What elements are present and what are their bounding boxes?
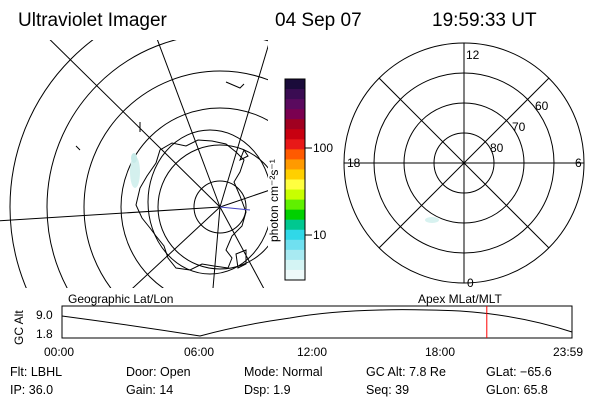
altitude-timeline[interactable]: Geographic Lat/Lon Apex MLat/MLT GC Alt … bbox=[12, 292, 583, 359]
timeline-right-title: Apex MLat/MLT bbox=[418, 292, 502, 306]
instrument-title: Ultraviolet Imager bbox=[18, 10, 168, 31]
seq-value: Seq: 39 bbox=[366, 383, 409, 397]
mlat-label-70: 70 bbox=[512, 120, 526, 134]
timeline-frame bbox=[61, 305, 573, 339]
colorbar-cell bbox=[285, 189, 305, 201]
longitude-line bbox=[0, 206, 221, 222]
colorbar-cell bbox=[285, 249, 305, 261]
colorbar-cell bbox=[285, 259, 305, 271]
gc-alt-value: GC Alt: 7.8 Re bbox=[366, 365, 446, 379]
aurora-emission bbox=[425, 217, 439, 223]
sun-meridian bbox=[219, 206, 251, 211]
latitude-circle bbox=[9, 40, 94, 288]
x-tick-label: 18:00 bbox=[425, 345, 455, 359]
glat-value: GLat: −65.6 bbox=[486, 365, 552, 379]
glon-value: GLon: 65.8 bbox=[486, 383, 548, 397]
time-label: 19:59:33 UT bbox=[432, 10, 537, 31]
colorbar-cell bbox=[285, 89, 305, 100]
imager-fov-ellipse bbox=[147, 129, 268, 275]
aurora-emission bbox=[130, 156, 140, 188]
colorbar-gradient bbox=[285, 79, 305, 281]
colorbar-frame bbox=[284, 78, 306, 281]
longitude-line bbox=[156, 40, 221, 208]
y-tick-label: 1.8 bbox=[36, 327, 53, 341]
longitude-line bbox=[212, 206, 221, 288]
latitude-circle bbox=[46, 40, 268, 288]
colorbar: 100 10 photon cm⁻²s⁻¹ bbox=[267, 78, 333, 281]
longitude-line bbox=[132, 206, 221, 288]
longitude-line bbox=[219, 206, 265, 288]
y-axis-label: GC Alt bbox=[12, 310, 26, 345]
colorbar-cell bbox=[285, 99, 305, 110]
polar-plot[interactable] bbox=[343, 42, 585, 284]
colorbar-cell bbox=[285, 269, 305, 281]
latitude-circle bbox=[157, 144, 268, 270]
colorbar-tick-label: 100 bbox=[313, 141, 333, 155]
dsp-value: Dsp: 1.9 bbox=[244, 383, 291, 397]
latitude-circle bbox=[120, 107, 268, 288]
gain-value: Gain: 14 bbox=[126, 383, 173, 397]
mlat-label-60: 60 bbox=[535, 99, 549, 113]
y-tick-label: 9.0 bbox=[36, 308, 53, 322]
ip-value: IP: 36.0 bbox=[10, 383, 53, 397]
x-tick-label: 12:00 bbox=[297, 345, 327, 359]
x-tick-label: 00:00 bbox=[44, 345, 74, 359]
mlt-label-12: 12 bbox=[466, 48, 480, 62]
coastline bbox=[225, 81, 245, 89]
colorbar-cell bbox=[285, 139, 305, 150]
colorbar-cell bbox=[285, 169, 305, 180]
colorbar-tick-label: 10 bbox=[313, 228, 327, 242]
colorbar-cell bbox=[285, 109, 305, 120]
aurora-emission bbox=[131, 153, 137, 163]
longitude-line bbox=[49, 40, 221, 208]
mlt-label-18: 18 bbox=[347, 156, 361, 170]
colorbar-cell bbox=[285, 219, 305, 231]
colorbar-cell bbox=[285, 239, 305, 251]
longitude-line bbox=[219, 44, 268, 208]
polar-diagonal bbox=[378, 77, 550, 249]
geographic-map[interactable] bbox=[0, 0, 430, 400]
x-tick-label: 06:00 bbox=[184, 345, 214, 359]
x-tick-label: 23:59 bbox=[553, 345, 583, 359]
longitude-line bbox=[219, 190, 268, 208]
latitude-circle bbox=[83, 70, 268, 288]
colorbar-cell bbox=[285, 209, 305, 221]
timeline-left-title: Geographic Lat/Lon bbox=[68, 292, 173, 306]
colorbar-cell bbox=[285, 179, 305, 191]
coastline bbox=[75, 145, 81, 151]
polar-labels: 12 18 6 0 60 70 80 bbox=[347, 48, 582, 290]
status-panel: Flt: LBHL IP: 36.0 Door: Open Gain: 14 M… bbox=[10, 365, 552, 397]
colorbar-cell bbox=[285, 79, 305, 90]
colorbar-cell bbox=[285, 159, 305, 170]
colorbar-cell bbox=[285, 129, 305, 140]
colorbar-cell bbox=[285, 199, 305, 211]
colorbar-cell bbox=[285, 229, 305, 241]
door-value: Door: Open bbox=[126, 365, 191, 379]
coastline bbox=[135, 139, 249, 271]
colorbar-cell bbox=[285, 149, 305, 160]
mlt-label-6: 6 bbox=[575, 156, 582, 170]
colorbar-cell bbox=[285, 119, 305, 130]
colorbar-unit-label: photon cm⁻²s⁻¹ bbox=[267, 159, 281, 242]
mode-value: Mode: Normal bbox=[244, 365, 323, 379]
mlt-label-0: 0 bbox=[467, 276, 474, 290]
filter-value: Flt: LBHL bbox=[10, 365, 62, 379]
mlat-label-80: 80 bbox=[490, 141, 504, 155]
latitude-circle bbox=[193, 180, 247, 234]
gc-altitude-curve bbox=[61, 309, 573, 337]
date-label: 04 Sep 07 bbox=[275, 10, 362, 31]
